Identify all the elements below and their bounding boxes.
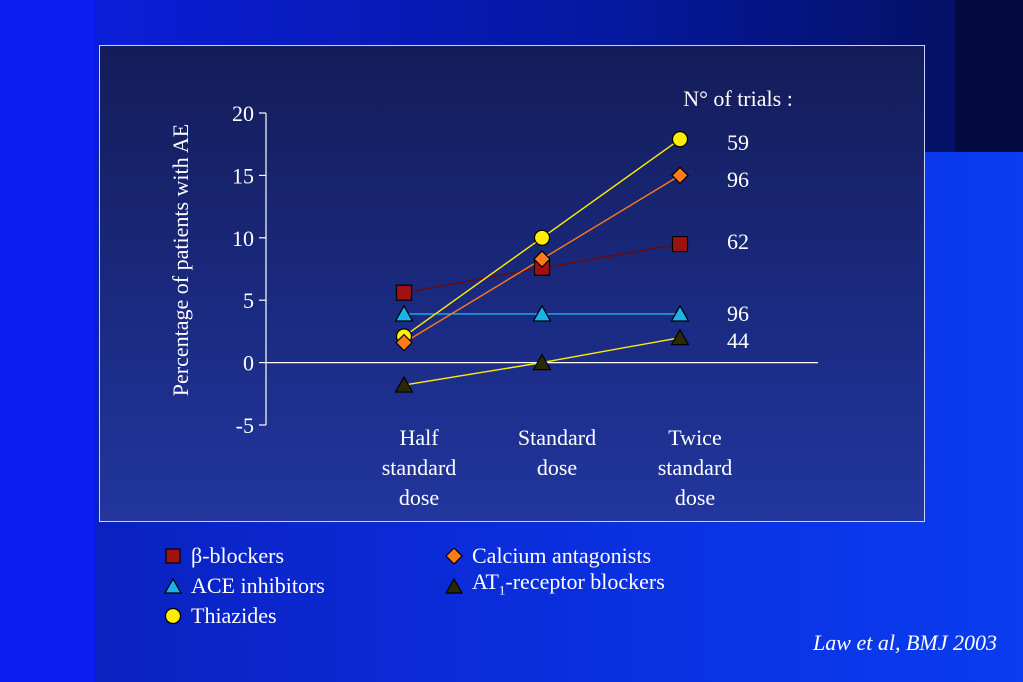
trial-count-calcium: 96 bbox=[727, 167, 749, 192]
y-tick-label: -5 bbox=[236, 413, 254, 438]
y-tick-label: 10 bbox=[232, 226, 254, 251]
legend-label-suffix: -receptor blockers bbox=[505, 568, 665, 594]
legend-item-calcium-antagonists: Calcium antagonists bbox=[444, 541, 665, 571]
trials-header: N° of trials : bbox=[683, 86, 793, 111]
triangle-marker-icon bbox=[163, 577, 183, 594]
legend-item-thiazides: Thiazides bbox=[163, 601, 325, 631]
y-tick-label: 5 bbox=[243, 288, 254, 313]
line-chart: -5 0 5 10 15 20 Percentage of patients with AE… bbox=[168, 86, 818, 510]
legend-column-2: Calcium antagonists AT1-receptor blocker… bbox=[444, 541, 665, 601]
background-corner bbox=[955, 0, 1023, 152]
legend-label-ace-inhibitors: ACE inhibitors bbox=[191, 573, 325, 598]
x-category-label: Half bbox=[399, 425, 439, 450]
x-category-label: dose bbox=[675, 485, 715, 510]
y-tick-label: 0 bbox=[243, 351, 254, 376]
x-category-label: standard bbox=[382, 455, 457, 480]
trial-count-at1: 44 bbox=[727, 328, 749, 353]
trial-count-thiazide: 59 bbox=[727, 130, 749, 155]
legend-label-subscript: 1 bbox=[498, 582, 506, 598]
marker-at1 bbox=[394, 375, 414, 393]
background-left-strip bbox=[0, 0, 95, 682]
x-category-label: dose bbox=[399, 485, 439, 510]
marker-at1 bbox=[670, 328, 690, 346]
legend-label-at1-receptor-blockers: AT1-receptor blockers bbox=[472, 567, 665, 605]
legend-label-thiazides: Thiazides bbox=[191, 603, 277, 628]
marker-thiazide bbox=[533, 229, 551, 246]
y-tick-label: 20 bbox=[232, 101, 254, 126]
x-category-label: Standard bbox=[518, 425, 596, 450]
triangle-outline-marker-icon bbox=[444, 577, 464, 594]
legend-item-beta-blockers: β-blockers bbox=[163, 541, 325, 571]
chart-panel: -5 0 5 10 15 20 Percentage of patients with AE… bbox=[99, 45, 925, 522]
marker-ace bbox=[394, 304, 414, 322]
legend-column-1: β-blockers ACE inhibitors Thiazides bbox=[163, 541, 325, 631]
marker-beta bbox=[671, 235, 689, 253]
marker-calcium bbox=[671, 166, 689, 185]
marker-calcium bbox=[533, 250, 551, 268]
diamond-marker-icon bbox=[445, 547, 463, 565]
x-category-label: dose bbox=[537, 455, 577, 480]
marker-at1 bbox=[532, 353, 552, 371]
trial-count-beta: 62 bbox=[727, 229, 749, 254]
marker-beta bbox=[395, 284, 413, 301]
marker-calcium bbox=[395, 333, 413, 352]
marker-thiazide bbox=[671, 131, 689, 148]
legend-label-at-prefix: AT bbox=[472, 568, 499, 594]
circle-marker-icon bbox=[164, 607, 182, 625]
x-category-label: standard bbox=[658, 455, 733, 480]
legend-label-calcium-antagonists: Calcium antagonists bbox=[472, 543, 652, 568]
y-tick-label: 15 bbox=[232, 163, 254, 188]
legend-label-beta-blockers: β-blockers bbox=[191, 543, 285, 568]
y-axis-label: Percentage of patients with AE bbox=[168, 124, 193, 396]
marker-ace bbox=[670, 304, 690, 322]
trial-count-ace: 96 bbox=[727, 301, 749, 326]
legend-item-ace-inhibitors: ACE inhibitors bbox=[163, 571, 325, 601]
x-category-label: Twice bbox=[668, 425, 721, 450]
marker-ace bbox=[532, 304, 552, 322]
square-marker-icon bbox=[165, 548, 181, 564]
legend-item-at1-receptor-blockers: AT1-receptor blockers bbox=[444, 569, 665, 601]
citation: Law et al, BMJ 2003 bbox=[813, 630, 997, 655]
